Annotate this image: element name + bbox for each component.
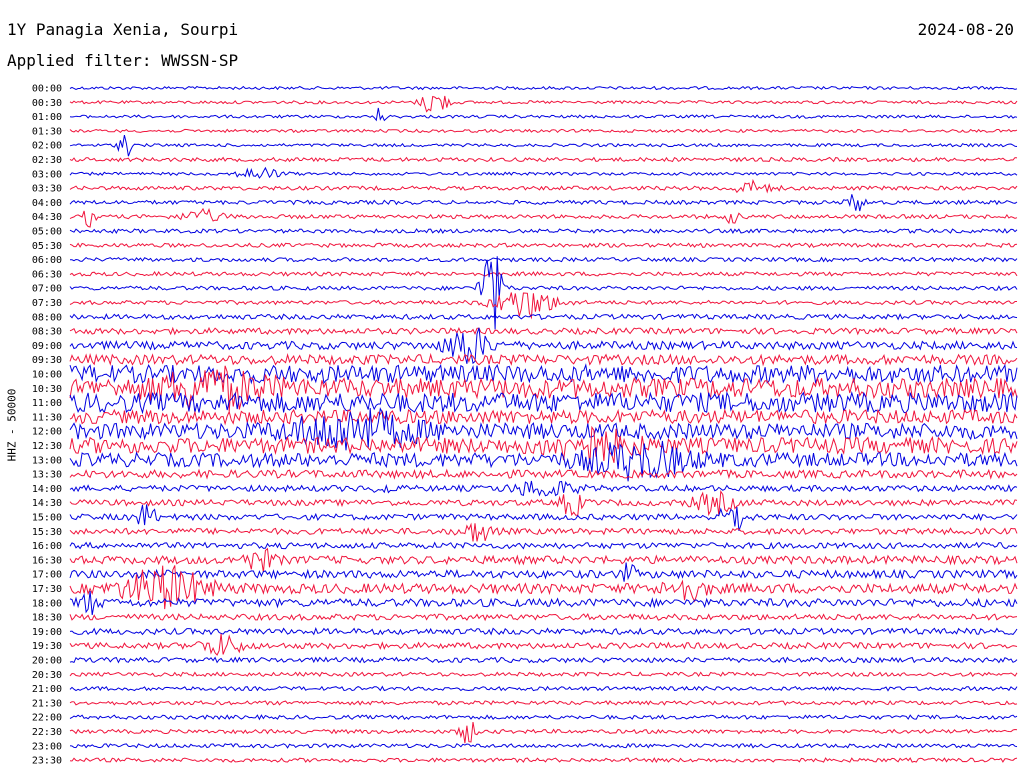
tick-label: 16:00 xyxy=(32,541,62,552)
tick-label: 14:00 xyxy=(32,484,62,495)
trace-line xyxy=(69,207,1018,228)
trace-line xyxy=(69,242,1018,249)
trace-line xyxy=(69,85,1018,91)
tick-label: 13:00 xyxy=(32,455,62,466)
tick-label: 20:00 xyxy=(32,656,62,667)
tick-label: 06:30 xyxy=(32,269,62,280)
trace-line xyxy=(69,408,1018,426)
trace-line xyxy=(69,107,1018,122)
trace-line xyxy=(69,313,1018,321)
trace-line xyxy=(69,327,1018,365)
trace-line xyxy=(69,656,1018,664)
trace-line xyxy=(69,671,1018,678)
trace-line xyxy=(69,128,1018,134)
trace-line xyxy=(69,178,1018,194)
tick-label: 00:30 xyxy=(32,98,62,109)
trace-line xyxy=(69,156,1018,163)
trace-line xyxy=(69,522,1018,542)
tick-label: 20:30 xyxy=(32,670,62,681)
trace-line xyxy=(69,468,1018,480)
station-title: 1Y Panagia Xenia, Sourpi xyxy=(7,20,239,39)
tick-label: 16:30 xyxy=(32,555,62,566)
tick-label: 07:00 xyxy=(32,284,62,295)
trace-line xyxy=(69,612,1018,622)
tick-label: 21:00 xyxy=(32,684,62,695)
tick-label: 02:30 xyxy=(32,155,62,166)
trace-line xyxy=(69,256,1018,263)
trace-line xyxy=(69,166,1018,179)
tick-label: 08:30 xyxy=(32,327,62,338)
tick-label: 21:30 xyxy=(32,698,62,709)
tick-label: 02:00 xyxy=(32,141,62,152)
tick-label: 06:00 xyxy=(32,255,62,266)
trace-line xyxy=(69,256,1018,330)
tick-label: 18:00 xyxy=(32,598,62,609)
tick-label: 10:00 xyxy=(32,370,62,381)
trace-line xyxy=(69,633,1018,656)
trace-line xyxy=(69,480,1018,497)
tick-label: 19:30 xyxy=(32,641,62,652)
trace-line xyxy=(69,626,1018,636)
tick-label: 11:30 xyxy=(32,412,62,423)
filter-label: Applied filter: WWSSN-SP xyxy=(7,51,239,70)
trace-line xyxy=(69,700,1018,706)
tick-label: 05:00 xyxy=(32,227,62,238)
tick-label: 12:00 xyxy=(32,427,62,438)
tick-label: 09:30 xyxy=(32,355,62,366)
tick-label: 00:00 xyxy=(32,84,62,95)
tick-label: 13:30 xyxy=(32,470,62,481)
tick-label: 22:30 xyxy=(32,727,62,738)
trace-line xyxy=(69,365,1018,412)
tick-label: 15:00 xyxy=(32,513,62,524)
tick-label: 08:00 xyxy=(32,312,62,323)
tick-label: 12:30 xyxy=(32,441,62,452)
trace-line xyxy=(69,504,1018,531)
trace-line xyxy=(69,271,1018,277)
trace-line xyxy=(69,194,1018,212)
trace-line xyxy=(69,440,1018,482)
trace-line xyxy=(69,590,1018,615)
tick-label: 05:30 xyxy=(32,241,62,252)
trace-line xyxy=(69,757,1018,764)
tick-label: 07:30 xyxy=(32,298,62,309)
tick-label: 04:00 xyxy=(32,198,62,209)
tick-label: 01:30 xyxy=(32,126,62,137)
trace-line xyxy=(69,326,1018,336)
tick-label: 09:00 xyxy=(32,341,62,352)
tick-label: 23:00 xyxy=(32,741,62,752)
tick-label: 03:00 xyxy=(32,169,62,180)
tick-label: 18:30 xyxy=(32,613,62,624)
tick-label: 17:00 xyxy=(32,570,62,581)
trace-line xyxy=(69,722,1018,744)
trace-line xyxy=(69,562,1018,582)
tick-label: 23:30 xyxy=(32,756,62,767)
trace-line xyxy=(69,390,1018,415)
trace-line xyxy=(69,742,1018,749)
trace-line xyxy=(69,565,1018,610)
tick-label: 03:30 xyxy=(32,184,62,195)
tick-label: 19:00 xyxy=(32,627,62,638)
tick-label: 22:00 xyxy=(32,713,62,724)
tick-label: 01:00 xyxy=(32,112,62,123)
trace-line xyxy=(69,490,1018,517)
tick-label: 17:30 xyxy=(32,584,62,595)
tick-label: 11:00 xyxy=(32,398,62,409)
trace-line xyxy=(69,714,1018,721)
trace-line xyxy=(69,292,1017,320)
date-label: 2024-08-20 xyxy=(917,20,1014,39)
trace-line xyxy=(69,541,1018,550)
trace-line xyxy=(69,227,1018,235)
trace-line xyxy=(69,425,1018,465)
trace-line xyxy=(69,352,1018,367)
trace-line xyxy=(69,685,1018,692)
trace-line xyxy=(69,95,1018,113)
tick-label: 15:30 xyxy=(32,527,62,538)
tick-label: 04:30 xyxy=(32,212,62,223)
tick-label: 10:30 xyxy=(32,384,62,395)
trace-line xyxy=(69,134,1018,157)
tick-label: 14:30 xyxy=(32,498,62,509)
trace-line xyxy=(69,407,1018,451)
trace-line xyxy=(69,547,1018,573)
